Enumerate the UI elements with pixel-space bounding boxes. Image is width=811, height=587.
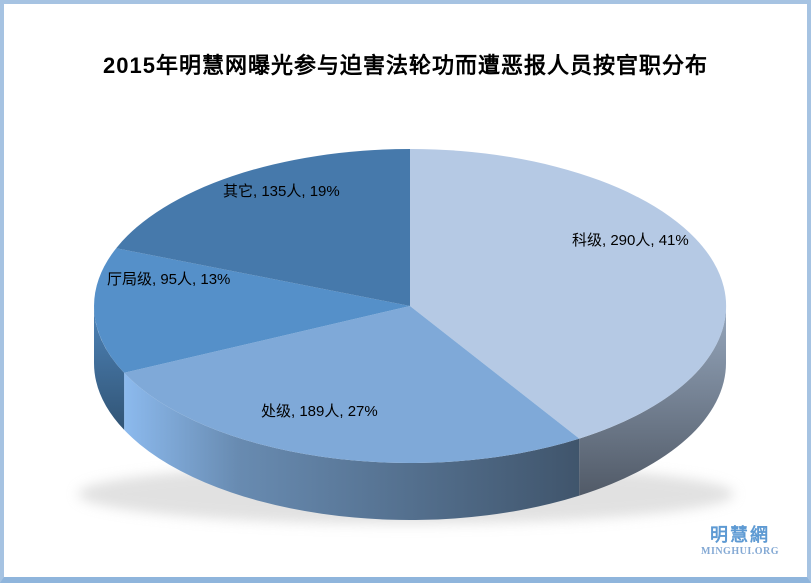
slice-label-厅局级: 厅局级, 95人, 13% [107, 271, 231, 288]
pie-slice-厅局级 [94, 248, 411, 373]
pie-slice-其它 [116, 149, 410, 306]
pie-wall-处级 [124, 372, 580, 521]
pie-chart: 科级, 290人, 41% 处级, 189人, 27% 厅局级, 95人, 13% 其… [4, 4, 807, 577]
minghui-logo-url: MINGHUI.ORG [701, 546, 779, 557]
pie-wall-厅局级 [94, 306, 125, 430]
slice-label-其它: 其它, 135人, 19% [223, 183, 340, 200]
slice-label-处级: 处级, 189人, 27% [261, 403, 378, 420]
pie-3d-graphic [78, 149, 734, 524]
pie-slice-科级 [410, 149, 727, 439]
slice-label-科级: 科级, 290人, 41% [572, 232, 689, 249]
minghui-logo: 明慧網 MINGHUI.ORG [701, 525, 779, 557]
pie-wall-科级 [579, 306, 726, 496]
chart-title: 2015年明慧网曝光参与迫害法轮功而遭恶报人员按官职分布 [103, 53, 708, 78]
pie-slice-处级 [124, 306, 580, 464]
minghui-logo-cjk: 明慧網 [710, 525, 770, 546]
